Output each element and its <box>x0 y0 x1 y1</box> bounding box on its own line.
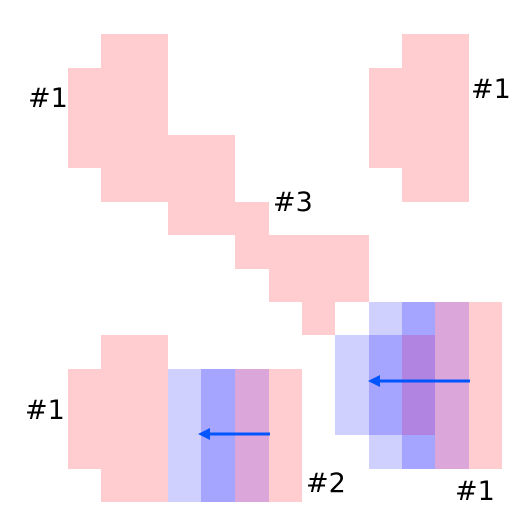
cell <box>402 435 435 469</box>
cell <box>402 302 435 335</box>
cell <box>302 302 335 335</box>
label-middle: #3 <box>273 187 313 218</box>
label-bottom-left: #1 <box>25 395 65 426</box>
cell <box>469 302 502 469</box>
arrow-bottom-right <box>368 375 470 387</box>
arrow-head <box>368 375 380 387</box>
label-top-right: #1 <box>471 74 511 105</box>
arrow-bottom-left <box>198 428 270 440</box>
label-bottom-right: #1 <box>455 476 495 507</box>
cell <box>235 202 269 269</box>
cell <box>369 302 402 335</box>
cell <box>335 335 369 435</box>
label-bottom-middle: #2 <box>306 468 346 499</box>
shape-top-right <box>369 34 469 202</box>
cell <box>101 34 168 68</box>
cell <box>402 34 469 68</box>
cell <box>101 168 168 202</box>
cell <box>369 68 469 168</box>
cell <box>369 335 402 435</box>
cell <box>369 435 402 469</box>
shape-bottom-right <box>335 302 502 469</box>
cell <box>68 68 168 168</box>
cell <box>168 135 235 235</box>
cell <box>101 335 168 369</box>
cell <box>68 369 168 469</box>
shape-diagonal <box>168 135 369 335</box>
cell <box>402 335 435 435</box>
shape-top-left <box>68 34 168 202</box>
cell <box>101 469 168 502</box>
arrow-head <box>198 428 210 440</box>
shape-bottom-left <box>68 335 302 502</box>
cell <box>269 369 302 502</box>
cell <box>269 235 369 302</box>
cell <box>168 369 201 502</box>
label-top-left: #1 <box>28 83 68 114</box>
cell <box>402 168 469 202</box>
cell <box>435 302 469 469</box>
